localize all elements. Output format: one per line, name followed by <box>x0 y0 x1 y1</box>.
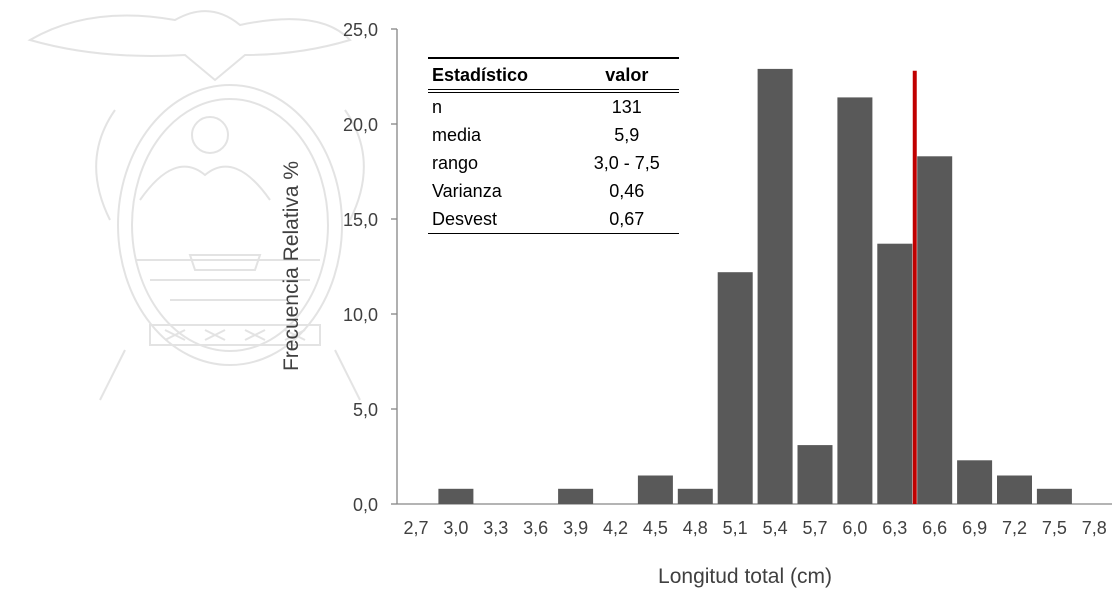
x-tick-label: 5,4 <box>763 518 788 538</box>
table-row: n 131 <box>428 91 679 121</box>
y-tick-label: 5,0 <box>353 400 378 420</box>
histogram-bar <box>957 460 993 504</box>
header-statistic: Estadístico <box>428 57 575 93</box>
x-tick-label: 2,7 <box>403 518 428 538</box>
x-tick-label: 4,8 <box>683 518 708 538</box>
x-tick-label: 4,2 <box>603 518 628 538</box>
histogram-bar <box>917 156 953 505</box>
y-axis-title: Frecuencia Relativa % <box>280 161 303 371</box>
stat-name: Varianza <box>432 180 502 201</box>
statistics-table-header: Estadístico valor <box>428 57 679 93</box>
statistics-table: Estadístico valor n 131 media 5,9 rango … <box>428 57 679 234</box>
histogram-bar <box>637 475 673 504</box>
y-tick-label: 0,0 <box>353 495 378 515</box>
y-tick-label: 25,0 <box>343 20 378 40</box>
x-tick-label: 6,0 <box>842 518 867 538</box>
stat-name: rango <box>432 152 479 173</box>
x-tick-label: 3,6 <box>523 518 548 538</box>
table-row: Desvest 0,67 <box>428 205 679 234</box>
x-tick-label: 5,7 <box>802 518 827 538</box>
stat-name: Desvest <box>428 205 575 234</box>
histogram-bar <box>997 475 1032 504</box>
y-tick-label: 15,0 <box>343 210 378 230</box>
histogram-bar <box>438 488 474 504</box>
x-tick-label: 6,3 <box>882 518 907 538</box>
histogram-bar <box>757 68 793 505</box>
x-tick-label: 3,3 <box>483 518 508 538</box>
histogram-bar <box>837 97 873 505</box>
table-row: rango 3,0 - 7,5 <box>428 149 679 177</box>
stat-value: 0,67 <box>574 205 679 234</box>
table-row: Varianza 0,46 <box>428 177 679 205</box>
x-tick-label: 3,0 <box>443 518 468 538</box>
stat-value: 5,9 <box>614 124 640 145</box>
stat-name: media <box>432 124 482 145</box>
y-tick-label: 10,0 <box>343 305 378 325</box>
x-tick-label: 7,2 <box>1002 518 1027 538</box>
stat-value: 0,46 <box>609 180 645 201</box>
y-tick-label: 20,0 <box>343 115 378 135</box>
x-tick-label: 5,1 <box>723 518 748 538</box>
histogram-bar <box>797 445 833 504</box>
stat-name: n <box>432 96 443 117</box>
histogram-bar <box>1036 488 1072 504</box>
stat-value: 3,0 - 7,5 <box>593 152 660 173</box>
x-tick-label: 6,6 <box>922 518 947 538</box>
header-value: valor <box>574 57 679 93</box>
histogram-bar <box>877 243 913 504</box>
table-row: media 5,9 <box>428 121 679 149</box>
x-tick-label: 7,5 <box>1042 518 1067 538</box>
x-tick-label: 6,9 <box>962 518 987 538</box>
histogram-bar <box>677 488 713 504</box>
x-tick-label: 7,8 <box>1082 518 1107 538</box>
histogram-bar <box>717 272 753 504</box>
x-tick-label: 3,9 <box>563 518 588 538</box>
stat-value: 131 <box>611 96 642 117</box>
coat-of-arms-icon <box>27 10 365 401</box>
x-axis-title: Longitud total (cm) <box>658 565 832 588</box>
histogram-bar <box>558 488 594 504</box>
x-tick-label: 4,5 <box>643 518 668 538</box>
